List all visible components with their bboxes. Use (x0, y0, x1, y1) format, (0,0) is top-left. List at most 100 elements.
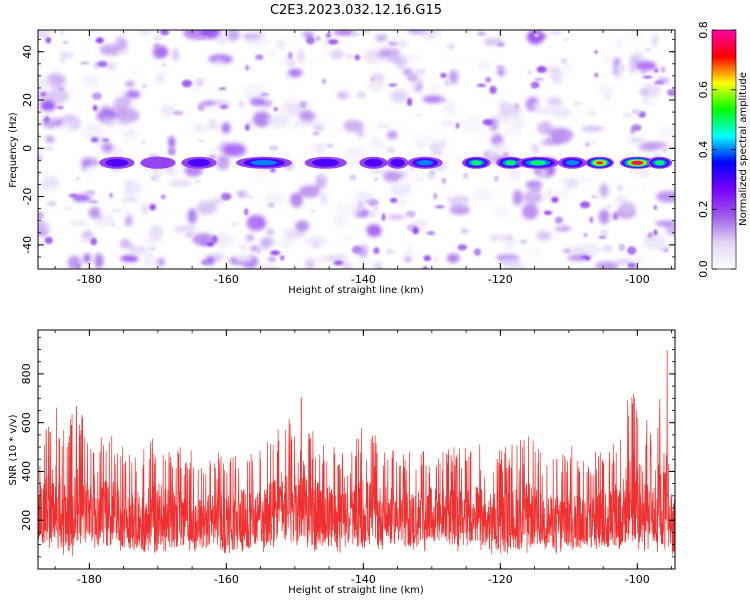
heatmap-cell (299, 184, 321, 198)
heatmap-spot (653, 205, 658, 210)
heatmap-cell (116, 205, 131, 219)
heatmap-spot (616, 185, 624, 192)
heatmap-spot (267, 256, 277, 263)
heatmap-cell (595, 84, 611, 97)
heatmap-spot (85, 190, 96, 196)
heatmap-cell (375, 34, 388, 42)
heatmap-cell (500, 259, 522, 268)
heatmap-spot (196, 36, 208, 40)
heatmap-spot (654, 80, 664, 85)
heatmap-spot (269, 145, 279, 151)
heatmap-spot (44, 236, 53, 244)
heatmap-cell (344, 84, 351, 97)
heatmap-spot (59, 30, 65, 37)
heatmap-cell (578, 242, 601, 258)
snr-x-axis-label: Height of straight line (km) (288, 585, 424, 596)
heatmap-spot (80, 61, 90, 65)
heatmap-spot (562, 248, 572, 254)
heatmap-cell (494, 207, 509, 219)
heatmap-cell (341, 228, 355, 238)
heatmap-spot (407, 97, 413, 107)
x-tick-label: -180 (77, 273, 102, 286)
heatmap-cell (443, 56, 466, 66)
heatmap-cell (368, 138, 387, 152)
heatmap-cell (148, 224, 164, 241)
heatmap-spot (496, 65, 504, 71)
heatmap-spot (47, 200, 57, 207)
ridge-contour (654, 160, 665, 166)
heatmap-spot (543, 210, 553, 215)
heatmap-cell (202, 249, 224, 256)
heatmap-cell (329, 49, 344, 60)
heatmap-cell (639, 171, 651, 177)
heatmap-spot (536, 66, 547, 73)
heatmap-cell (221, 122, 231, 134)
heatmap-spot (372, 204, 379, 213)
heatmap-cell (38, 30, 51, 39)
x-tick-label: -180 (77, 573, 102, 586)
heatmap-cell (293, 37, 301, 48)
heatmap-cell (304, 258, 316, 269)
heatmap-cell (262, 192, 286, 204)
heatmap-cell (295, 220, 310, 232)
heatmap-cell (598, 209, 610, 225)
heatmap-cell (552, 180, 569, 188)
heatmap-cell (81, 225, 91, 231)
heatmap-cell (599, 183, 609, 198)
colorbar-tick-label: 0.6 (697, 81, 710, 99)
heatmap-cell (277, 227, 297, 233)
heatmap-cell (382, 221, 390, 234)
heatmap-spot (594, 72, 599, 78)
ridge-segment (516, 156, 560, 169)
heatmap-spot (459, 195, 470, 204)
heatmap-spot (152, 35, 164, 41)
heatmap-spot (372, 262, 379, 269)
heatmap-spot (244, 191, 249, 199)
heatmap-cell (76, 90, 89, 96)
x-tick-label: -120 (488, 573, 513, 586)
heatmap-spot (426, 231, 436, 236)
x-tick-label: -160 (214, 273, 239, 286)
heatmap-cell (63, 204, 73, 211)
chart-title: C2E3.2023.032.12.16.G15 (270, 3, 442, 18)
heatmap-cell (422, 95, 445, 104)
heatmap-spot (255, 54, 264, 61)
heatmap-spot (584, 142, 590, 147)
heatmap-cell (124, 80, 135, 87)
heatmap-cell (98, 75, 120, 82)
heatmap-cell (212, 197, 225, 204)
colorbar-tick-label: 0.4 (697, 141, 710, 159)
heatmap-spot (594, 50, 598, 54)
heatmap-spot (657, 245, 666, 253)
heatmap-cell (339, 204, 352, 210)
heatmap-cell (80, 157, 100, 169)
heatmap-spot (489, 85, 497, 95)
heatmap-spot (245, 64, 249, 71)
heatmap-spot (273, 107, 278, 111)
heatmap-spot (456, 122, 460, 129)
heatmap-spot (572, 101, 582, 106)
heatmap-cell (281, 200, 291, 214)
heatmap-spot (484, 151, 489, 158)
heatmap-spot (630, 137, 642, 143)
heatmap-cell (429, 83, 440, 94)
heatmap-spot (441, 177, 446, 184)
heatmap-spot (519, 239, 528, 245)
heatmap-spot (149, 204, 156, 211)
heatmap-cell (387, 214, 406, 220)
heatmap-cell (554, 225, 571, 232)
heatmap-cell (40, 246, 48, 258)
heatmap-spot (161, 63, 167, 67)
heatmap-cell (120, 255, 139, 263)
heatmap-spot (473, 248, 482, 256)
heatmap-cell (313, 142, 328, 155)
heatmap-spot (653, 229, 658, 236)
heatmap-cell (266, 114, 291, 128)
heatmap-spot (270, 168, 276, 173)
heatmap-spot (312, 131, 320, 136)
heatmap-cell (504, 240, 515, 250)
heatmap-spot (200, 238, 208, 246)
heatmap-cell (644, 210, 660, 217)
heatmap-cell (168, 179, 192, 187)
heatmap-cell (239, 243, 247, 252)
